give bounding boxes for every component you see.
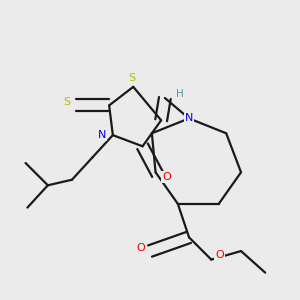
Text: O: O [136,243,145,253]
Text: H: H [176,88,184,98]
Text: S: S [63,97,70,107]
Text: N: N [185,113,193,123]
Text: S: S [128,73,135,82]
Text: O: O [162,172,171,182]
Text: O: O [215,250,224,260]
Text: N: N [98,130,106,140]
